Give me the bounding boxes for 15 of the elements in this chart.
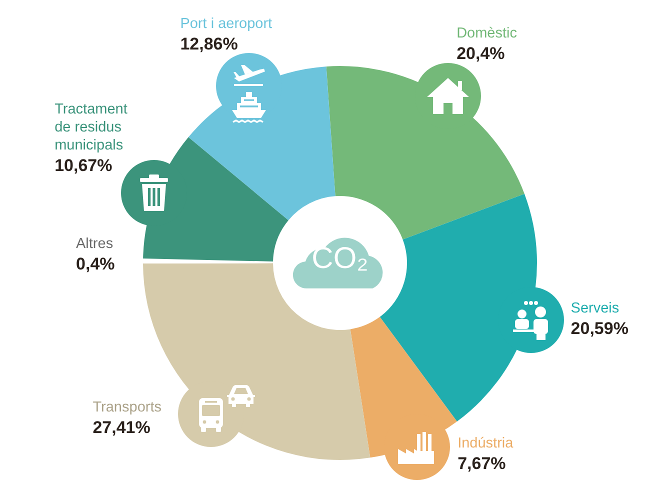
data-label: 20,4% <box>456 44 505 64</box>
slice-label: Tractament de residus municipals <box>54 101 128 154</box>
slice-label: Indústria <box>458 436 514 452</box>
text: CO₂ <box>310 241 370 277</box>
data-label: 20,59% <box>570 319 628 338</box>
data-label: 27,41% <box>92 418 150 437</box>
data-label: 12,86% <box>180 34 238 54</box>
data-label: 0,4% <box>76 254 115 274</box>
slice-label: Altres <box>76 236 114 252</box>
slice-label: Domèstic <box>456 26 518 42</box>
slice-label: Serveis <box>570 300 620 317</box>
slice-label: Transports <box>92 399 162 416</box>
data-label: 7,67% <box>458 454 506 474</box>
data-label: 10,67% <box>54 156 112 175</box>
slice-label: Port i aeroport <box>180 16 272 32</box>
